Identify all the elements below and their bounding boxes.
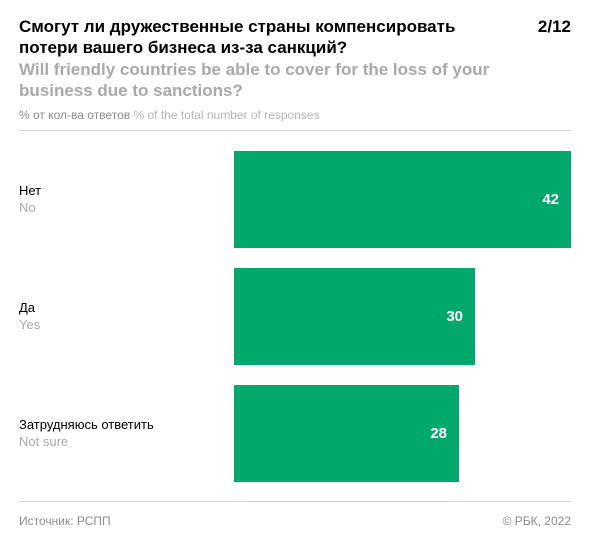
bar — [234, 385, 459, 482]
chart-title-en: Will friendly countries be able to cover… — [19, 60, 490, 100]
category-label: Да Yes — [19, 299, 40, 333]
bottom-divider — [19, 501, 571, 502]
category-label-ru: Да — [19, 300, 36, 315]
chart-subtitle: % от кол-ва ответов % of the total numbe… — [19, 107, 320, 123]
category-label-en: No — [19, 200, 36, 215]
subtitle-ru: % от кол-ва ответов — [19, 108, 131, 122]
category-label-en: Yes — [19, 317, 41, 332]
category-label-ru: Нет — [19, 183, 42, 198]
bar-value-label: 42 — [542, 190, 559, 208]
bar — [234, 151, 571, 248]
category-label-en: Not sure — [19, 434, 69, 449]
category-label: Затрудняюсь ответить Not sure — [19, 416, 154, 450]
category-label-ru: Затрудняюсь ответить — [19, 417, 154, 432]
category-label: Нет No — [19, 182, 41, 216]
chart-title-ru: Смогут ли дружественные страны компенсир… — [19, 17, 456, 57]
bar-value-label: 28 — [430, 424, 447, 442]
source-note: Источник: РСПП — [19, 514, 111, 528]
page-number: 2/12 — [537, 17, 571, 36]
top-divider — [19, 130, 571, 131]
bar-value-label: 30 — [446, 307, 463, 325]
copyright: © РБК, 2022 — [502, 514, 571, 528]
bar — [234, 268, 475, 365]
subtitle-en: % of the total number of responses — [133, 108, 320, 122]
